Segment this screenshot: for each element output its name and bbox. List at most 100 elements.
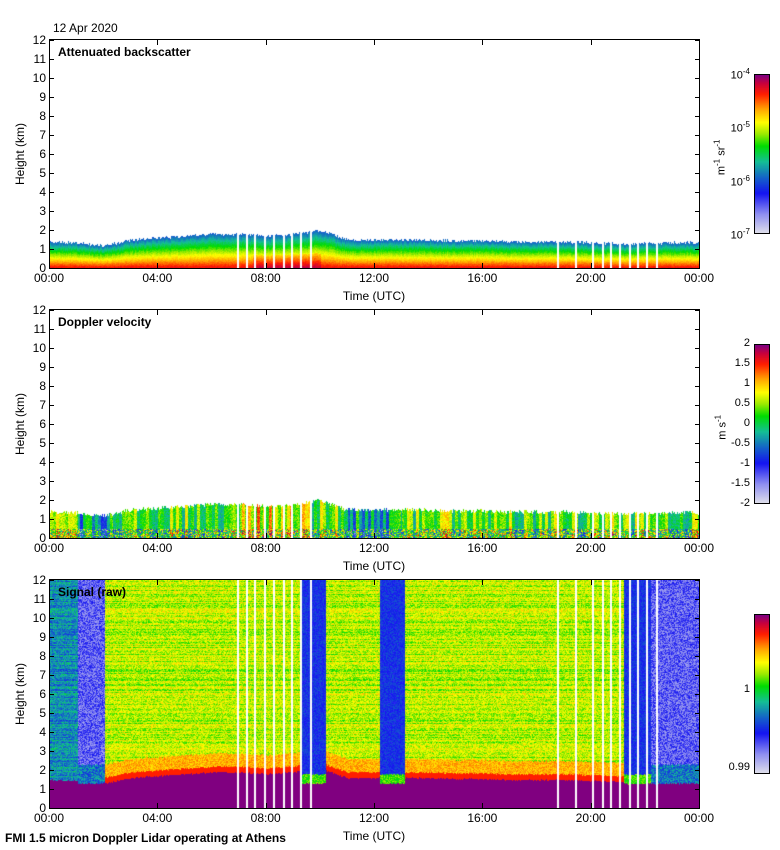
x-tick-mark xyxy=(266,263,267,268)
y-tick-mark xyxy=(695,580,700,581)
y-tick-label: 11 xyxy=(33,322,46,336)
y-tick-mark xyxy=(695,751,700,752)
y-tick-mark xyxy=(695,675,700,676)
y-tick-mark xyxy=(695,808,700,809)
y-tick-mark xyxy=(695,462,700,463)
colorbar-tick-label: -0.5 xyxy=(731,437,750,449)
y-tick-mark xyxy=(695,329,700,330)
x-tick-mark xyxy=(482,263,483,268)
y-tick-mark xyxy=(695,732,700,733)
x-tick-label: 20:00 xyxy=(575,271,606,285)
x-tick-mark xyxy=(591,310,592,315)
y-tick-label: 12 xyxy=(32,33,46,47)
x-tick-mark xyxy=(374,533,375,538)
unit-base: m xyxy=(715,165,728,176)
x-tick-mark xyxy=(157,580,158,585)
y-tick-label: 11 xyxy=(33,52,46,66)
y-tick-mark xyxy=(695,268,700,269)
x-tick-mark xyxy=(49,533,50,538)
x-tick-mark xyxy=(482,580,483,585)
x-tick-mark xyxy=(482,40,483,45)
x-tick-mark xyxy=(482,310,483,315)
doppler-title: Doppler velocity xyxy=(58,315,152,329)
backscatter-title: Attenuated backscatter xyxy=(58,45,191,59)
footer-caption: FMI 1.5 micron Doppler Lidar operating a… xyxy=(5,831,286,845)
backscatter-colorbar xyxy=(754,74,770,234)
y-tick-mark xyxy=(695,97,700,98)
y-tick-mark xyxy=(49,367,54,368)
y-tick-mark xyxy=(49,310,54,311)
colorbar-tick-label: 0.99 xyxy=(728,761,750,773)
x-tick-label: 12:00 xyxy=(358,271,390,285)
y-tick-label: 10 xyxy=(32,611,46,625)
x-tick-label: 00:00 xyxy=(33,541,65,555)
x-tick-mark xyxy=(157,310,158,315)
y-tick-mark xyxy=(695,500,700,501)
y-tick-mark xyxy=(695,713,700,714)
y-tick-mark xyxy=(49,154,54,155)
y-tick-mark xyxy=(49,173,54,174)
tick-base: 10 xyxy=(730,69,743,82)
y-tick-label: 0 xyxy=(39,801,46,815)
y-tick-mark xyxy=(695,154,700,155)
y-tick-mark xyxy=(49,519,54,520)
x-tick-mark xyxy=(266,533,267,538)
y-tick-mark xyxy=(695,770,700,771)
x-tick-mark xyxy=(49,263,50,268)
y-tick-mark xyxy=(695,637,700,638)
tick-exp: -6 xyxy=(742,173,750,183)
tick-base: 10 xyxy=(730,176,743,189)
colorbar-tick-label: -2 xyxy=(740,497,750,509)
y-tick-mark xyxy=(49,751,54,752)
y-tick-mark xyxy=(49,481,54,482)
y-tick-label: 0 xyxy=(39,261,46,275)
y-tick-mark xyxy=(49,580,54,581)
y-tick-label: 4 xyxy=(39,455,46,469)
y-tick-mark xyxy=(695,249,700,250)
y-tick-label: 1 xyxy=(39,512,46,526)
x-tick-label: 12:00 xyxy=(358,811,390,825)
y-tick-mark xyxy=(49,618,54,619)
date-label: 12 Apr 2020 xyxy=(53,21,118,35)
x-tick-mark xyxy=(157,263,158,268)
backscatter-colorbar-unit: m-1 sr-1 xyxy=(713,137,728,177)
colorbar-tick-label: 10-6 xyxy=(710,174,750,189)
colorbar-gradient xyxy=(755,75,769,233)
y-tick-label: 10 xyxy=(32,341,46,355)
y-tick-mark xyxy=(49,97,54,98)
x-tick-label: 08:00 xyxy=(250,541,281,555)
x-tick-label: 04:00 xyxy=(142,811,173,825)
y-tick-label: 2 xyxy=(39,493,46,507)
y-tick-mark xyxy=(695,348,700,349)
x-tick-label: 00:00 xyxy=(683,811,715,825)
x-tick-label: 16:00 xyxy=(467,811,498,825)
y-tick-label: 0 xyxy=(39,531,46,545)
colorbar-gradient xyxy=(755,615,769,773)
y-tick-mark xyxy=(49,675,54,676)
x-tick-mark xyxy=(699,580,700,585)
y-tick-label: 2 xyxy=(39,223,46,237)
unit-mid: s xyxy=(716,422,729,431)
doppler-colorbar-unit: m s-1 xyxy=(714,412,729,442)
colorbar-tick-label: 2 xyxy=(743,337,750,349)
y-tick-label: 7 xyxy=(39,668,46,682)
x-tick-mark xyxy=(49,803,50,808)
x-tick-label: 12:00 xyxy=(358,541,390,555)
y-tick-mark xyxy=(49,789,54,790)
y-tick-mark xyxy=(49,348,54,349)
y-tick-mark xyxy=(695,519,700,520)
colorbar-tick-label: 10-4 xyxy=(710,67,750,82)
y-tick-label: 3 xyxy=(39,474,46,488)
x-tick-mark xyxy=(157,803,158,808)
x-tick-mark xyxy=(374,580,375,585)
x-tick-mark xyxy=(157,40,158,45)
backscatter-x-label: Time (UTC) xyxy=(342,289,406,303)
signal-y-label: Height (km) xyxy=(13,662,27,725)
doppler-colorbar xyxy=(754,344,770,504)
y-tick-mark xyxy=(49,249,54,250)
tick-exp: -4 xyxy=(742,67,750,76)
x-tick-mark xyxy=(266,803,267,808)
y-tick-mark xyxy=(49,116,54,117)
y-tick-mark xyxy=(49,599,54,600)
x-tick-mark xyxy=(591,533,592,538)
